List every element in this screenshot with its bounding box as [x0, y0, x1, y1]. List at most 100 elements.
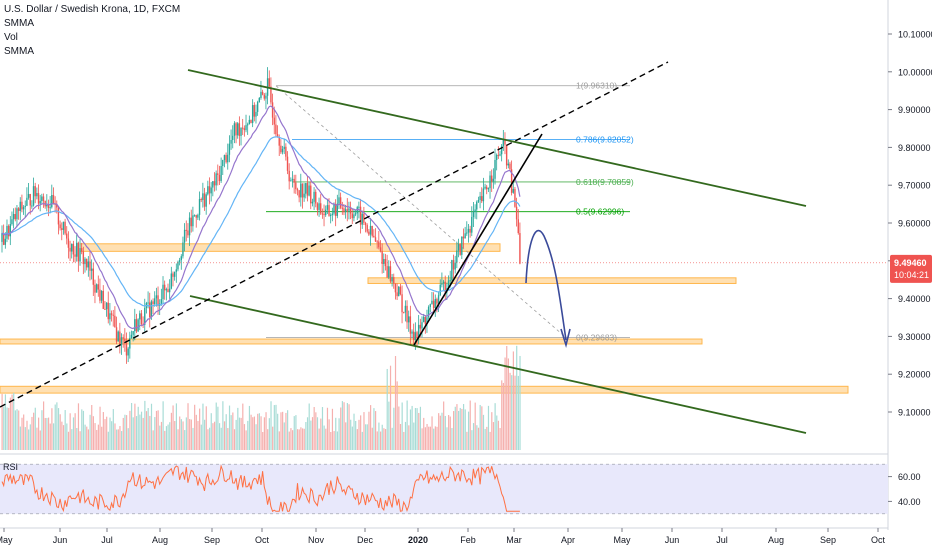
volume-bar [492, 422, 495, 450]
rsi-label[interactable]: RSI [3, 462, 19, 472]
candle-body [354, 213, 357, 215]
volume-bar [376, 431, 378, 450]
candle-body [253, 105, 256, 117]
volume-bar [240, 417, 242, 450]
volume-bar [398, 406, 400, 450]
volume-bar [56, 402, 58, 450]
candle-body [105, 302, 108, 310]
indicator-smma-1[interactable]: SMMA [4, 18, 34, 29]
volume-bar [157, 410, 159, 450]
volume-bar [89, 414, 91, 450]
candle-body [512, 188, 514, 193]
volume-bar [117, 429, 119, 450]
volume-bar [180, 419, 182, 450]
candle-body [168, 288, 171, 293]
volume-bar [197, 420, 199, 450]
volume-bar [295, 415, 297, 450]
volume-bar [448, 415, 450, 450]
candle-body [343, 208, 345, 213]
volume-bar [373, 408, 375, 450]
candle-body [200, 199, 202, 201]
candle-body [321, 213, 324, 215]
support-zone [0, 338, 703, 345]
volume-bar [124, 414, 126, 450]
candle-body [67, 238, 70, 248]
volume-bar [511, 375, 513, 450]
volume-bar [288, 431, 290, 450]
candle-body [64, 221, 66, 234]
candle-body [2, 233, 5, 245]
candle-body [56, 204, 58, 208]
volume-bar [237, 407, 239, 450]
volume-bar [242, 403, 244, 450]
volume-bar [381, 424, 383, 450]
volume-bar [39, 430, 41, 450]
volume-bar [504, 357, 506, 450]
y-tick-label: 9.40000 [898, 294, 931, 304]
candle-body [39, 201, 41, 204]
volume-bar [306, 417, 309, 450]
volume-bar [262, 431, 264, 450]
volume-bar [57, 408, 60, 450]
candle-body [135, 319, 138, 332]
candle-body [1, 233, 3, 242]
candle-body [208, 186, 211, 194]
candle-body [359, 206, 362, 225]
volume-bar [209, 427, 211, 450]
volume-bar [308, 403, 310, 450]
support-zone [367, 277, 737, 284]
x-tick-label: Dec [357, 535, 374, 545]
candle-body [403, 312, 405, 314]
volume-bar [507, 358, 509, 450]
candle-body [364, 222, 367, 226]
channel-lower-line [189, 295, 807, 434]
candle-body [17, 208, 20, 211]
candle-body [46, 205, 48, 207]
candle-body [139, 313, 141, 320]
candle-body [203, 193, 206, 207]
candle-body [456, 250, 458, 263]
indicator-smma-2[interactable]: SMMA [4, 46, 34, 57]
volume-bar [77, 403, 80, 450]
candle-body [32, 186, 35, 206]
volume-bar [416, 408, 418, 450]
candle-body [306, 183, 309, 196]
candle-body [406, 305, 408, 323]
volume-bar [443, 401, 445, 450]
volume-bar [356, 429, 358, 450]
candle-body [318, 203, 320, 210]
x-tick-label: Oct [255, 535, 270, 545]
volume-bar [112, 409, 114, 450]
y-tick-label: 9.80000 [898, 143, 931, 153]
volume-bar [114, 423, 116, 450]
candle-body [215, 173, 217, 186]
volume-bar [247, 420, 249, 450]
volume-bar [512, 351, 514, 450]
candle-body [325, 209, 327, 216]
candle-body [173, 271, 176, 277]
candle-body [316, 203, 319, 210]
volume-bar [414, 407, 417, 450]
volume-bar [486, 426, 488, 450]
candle-body [288, 170, 290, 182]
candle-body [427, 306, 430, 318]
candle-body [144, 307, 146, 325]
volume-bar [179, 416, 181, 450]
candle-body [329, 214, 332, 216]
volume-bar [38, 417, 40, 450]
volume-bar [456, 404, 458, 450]
candle-body [120, 337, 123, 345]
candle-body [505, 144, 508, 166]
volume-bar [19, 426, 21, 450]
indicator-vol[interactable]: Vol [4, 32, 18, 43]
candle-body [222, 159, 224, 166]
volume-bar [104, 419, 106, 450]
candle-body [469, 228, 471, 233]
candle-body [110, 313, 113, 315]
volume-bar [371, 427, 373, 450]
volume-bar [24, 427, 26, 450]
candle-body [268, 78, 270, 87]
volume-bar [106, 416, 108, 450]
